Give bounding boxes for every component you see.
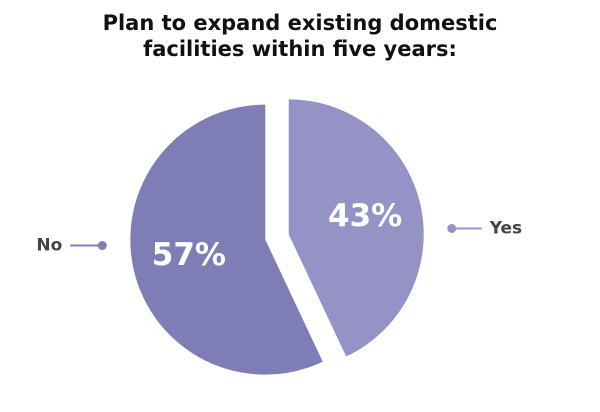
callout-dot — [97, 241, 107, 251]
pie-slice — [288, 99, 424, 357]
category-label: No — [36, 236, 62, 256]
pie-slice — [130, 104, 323, 375]
chart-title: facilities within five years: — [143, 37, 457, 61]
value-label: 43% — [328, 198, 402, 234]
chart-title: Plan to expand existing domestic — [103, 11, 498, 35]
category-label: Yes — [489, 218, 522, 238]
callout-dot — [447, 223, 457, 233]
value-label: 57% — [152, 237, 226, 273]
